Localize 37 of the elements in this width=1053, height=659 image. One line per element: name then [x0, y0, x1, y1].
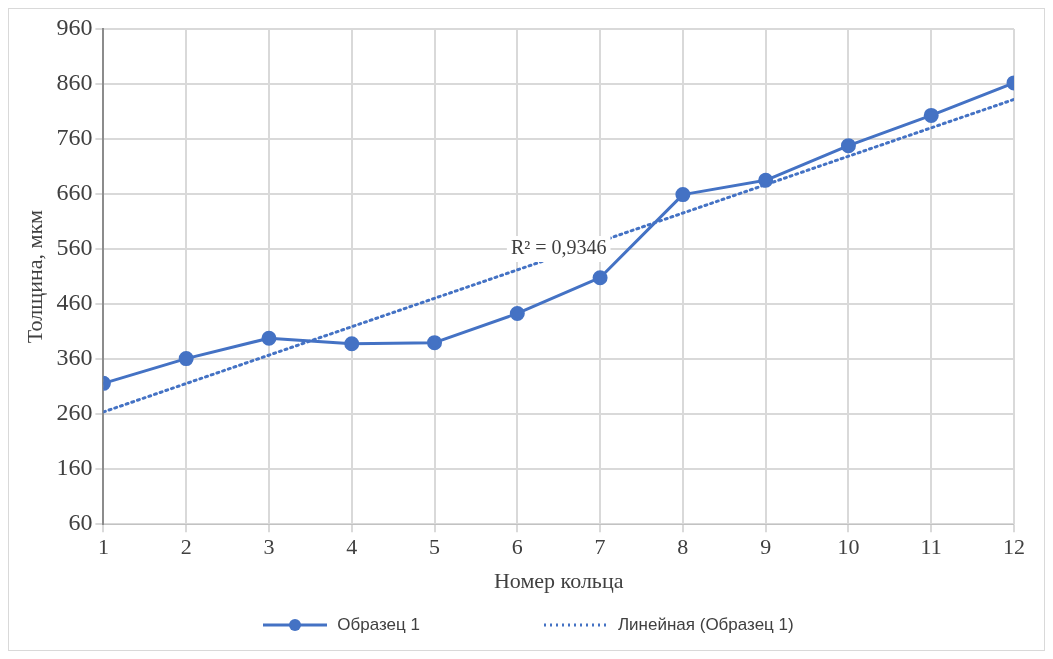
- point: [509, 305, 525, 321]
- point: [675, 187, 691, 203]
- x-tick-label: 3: [263, 534, 275, 560]
- point: [344, 336, 360, 352]
- y-tick-label: 660: [56, 179, 93, 206]
- x-tick-label: 5: [429, 534, 441, 560]
- point: [427, 335, 443, 351]
- y-tick-label: 560: [56, 234, 93, 261]
- legend-label: Образец 1: [337, 615, 420, 635]
- point: [178, 351, 194, 367]
- x-tick-label: 8: [677, 534, 689, 560]
- point: [923, 107, 939, 123]
- x-tick-label: 1: [97, 534, 109, 560]
- y-axis-title: Толщина, мкм: [21, 209, 47, 344]
- x-tick-label: 6: [511, 534, 523, 560]
- y-tick-label: 960: [56, 14, 93, 41]
- y-tick-label: 860: [56, 69, 93, 96]
- x-tick-label: 9: [760, 534, 772, 560]
- point: [261, 330, 277, 346]
- annotation: R² = 0,9346: [510, 236, 607, 259]
- x-tick-label: 4: [346, 534, 358, 560]
- x-tick-label: 12: [1003, 534, 1025, 560]
- y-tick-label: 260: [56, 399, 93, 426]
- point: [840, 138, 856, 154]
- y-tick-label: 360: [56, 344, 93, 371]
- y-tick-label: 60: [68, 509, 93, 536]
- y-tick-label: 160: [56, 454, 93, 481]
- x-tick-label: 7: [594, 534, 606, 560]
- y-tick-label: 760: [56, 124, 93, 151]
- y-tick-label: 460: [56, 289, 93, 316]
- x-tick-label: 11: [920, 534, 942, 560]
- x-axis-title: Номер кольца: [493, 567, 624, 593]
- x-tick-label: 10: [837, 534, 860, 560]
- point: [758, 172, 774, 188]
- x-tick-label: 2: [180, 534, 192, 560]
- legend-label: Линейная (Образец 1): [617, 615, 794, 635]
- point: [592, 270, 608, 286]
